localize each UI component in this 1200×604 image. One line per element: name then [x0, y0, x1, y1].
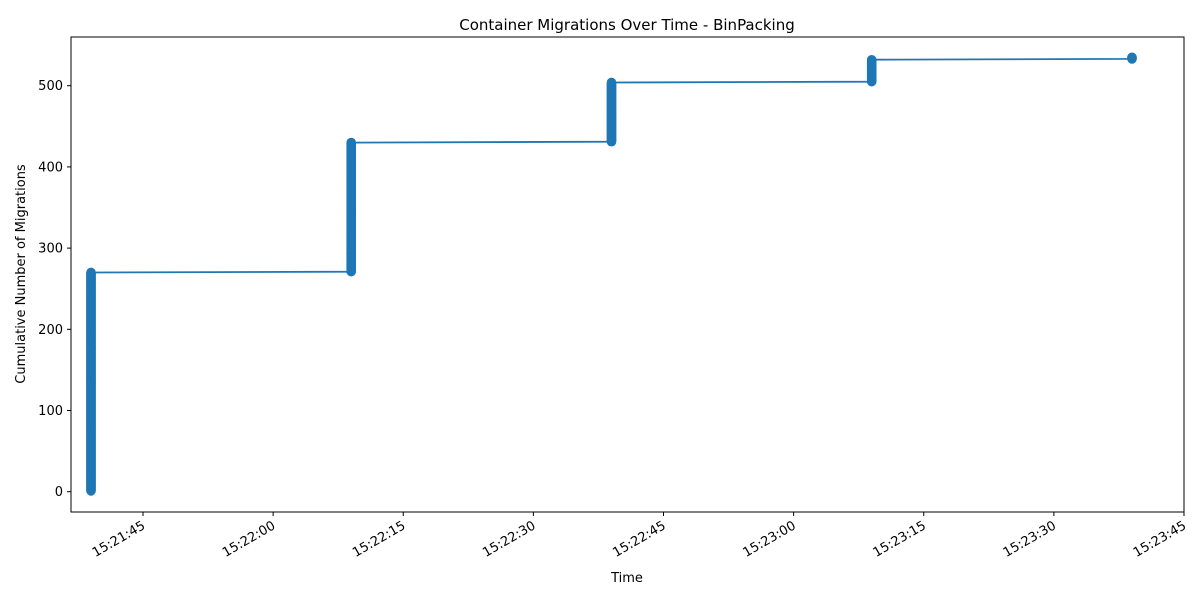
- plot-frame: [70, 36, 1185, 513]
- y-tick-label: 100: [38, 404, 63, 419]
- y-tick-label: 500: [38, 79, 63, 94]
- y-tick-label: 200: [38, 323, 63, 338]
- series-group: [86, 52, 1137, 496]
- x-axis-label: Time: [610, 571, 643, 586]
- y-axis-label: Cumulative Number of Migrations: [14, 164, 29, 384]
- chart-title: Container Migrations Over Time - BinPack…: [459, 16, 795, 34]
- data-point: [346, 137, 357, 148]
- y-tick-label: 400: [38, 160, 63, 175]
- y-tick-label: 300: [38, 242, 63, 257]
- data-point: [606, 77, 617, 88]
- data-point: [86, 267, 96, 278]
- data-point: [866, 54, 877, 65]
- data-point: [1127, 52, 1137, 63]
- y-axis-ticks: 0 100 200 300 400 500: [38, 79, 71, 500]
- y-tick-label: 0: [55, 485, 63, 500]
